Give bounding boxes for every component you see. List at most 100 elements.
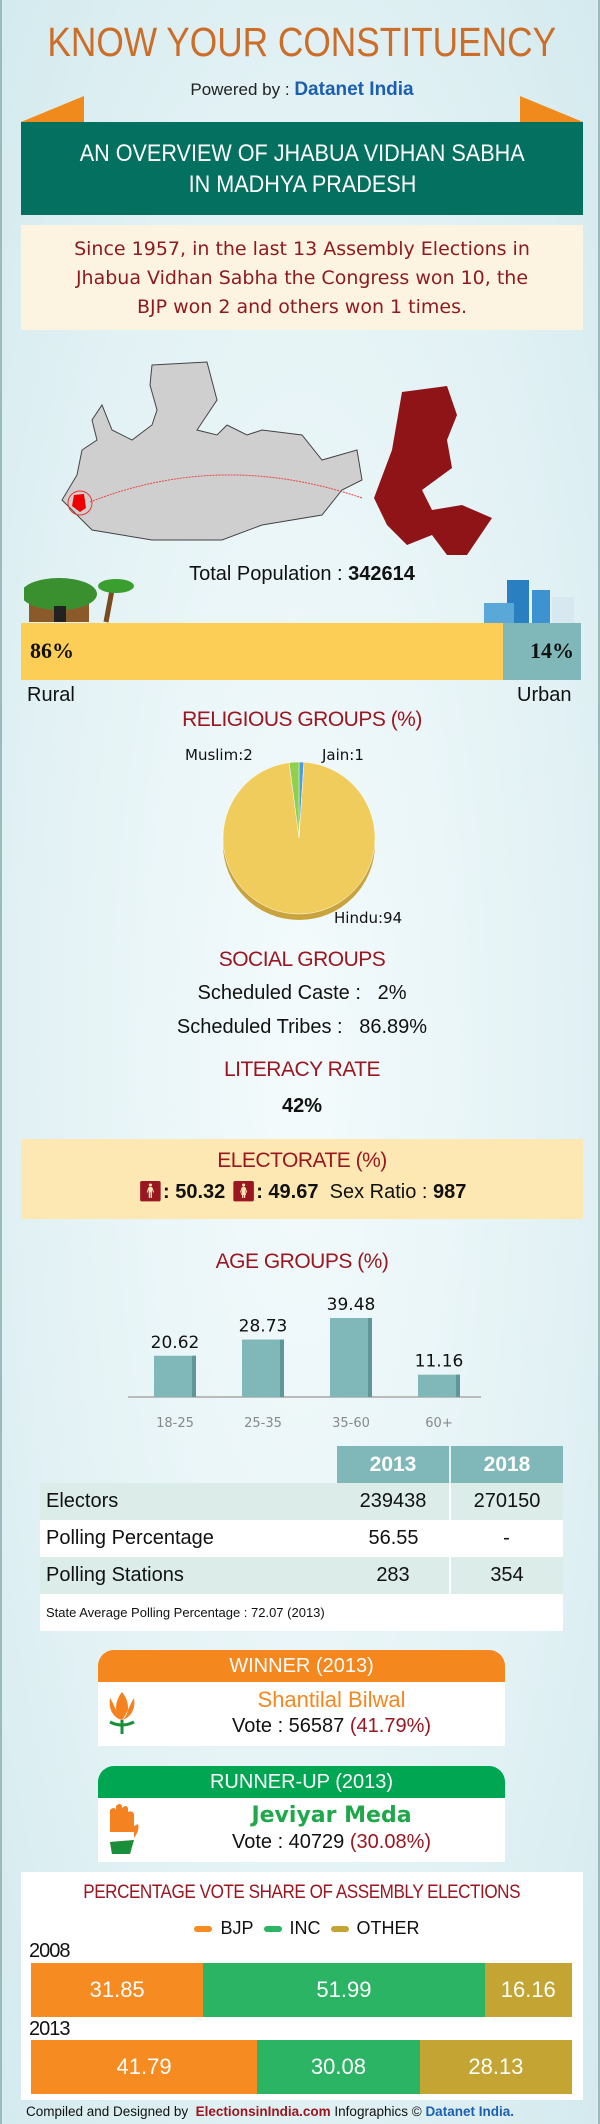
section-title: RELIGIOUS GROUPS — [182, 708, 386, 731]
age-bar-value: 11.16 — [415, 1352, 464, 1372]
age-bar-edge — [456, 1374, 460, 1397]
electorate-row: 🚹︎: 50.32 🚺︎: 49.67 Sex Ratio : 987 — [21, 1179, 583, 1205]
section-title: ELECTORATE — [217, 1149, 351, 1172]
ribbon-fold-right — [520, 96, 583, 122]
legend-label: OTHER — [356, 1918, 420, 1938]
age-bar — [418, 1374, 460, 1397]
total-population: Total Population : 342614 — [2, 562, 600, 586]
state-average-note: State Average Polling Percentage : 72.07… — [46, 1605, 325, 1620]
table-note-row: State Average Polling Percentage : 72.07… — [40, 1594, 563, 1631]
table-header: 2013 2018 — [40, 1446, 563, 1483]
age-category-label: 18-25 — [156, 1416, 194, 1431]
urban-percent: 14% — [530, 638, 574, 663]
bar-segment-inc: 51.99 — [203, 1963, 485, 2017]
sex-ratio-value: 987 — [433, 1181, 467, 1203]
card-title: WINNER — [229, 1655, 311, 1677]
summary-line: BJP won 2 and others won 1 times. — [136, 296, 468, 318]
age-bar-edge — [280, 1339, 284, 1397]
election-stats-table: 2013 2018 Electors 239438 270150 Polling P… — [40, 1446, 563, 1631]
constituency-shape — [374, 386, 492, 555]
highlight-district — [72, 494, 86, 512]
card-year: (2013) — [315, 1655, 374, 1677]
table-row: Polling Percentage 56.55 - — [40, 1520, 563, 1557]
age-bar-value: 28.73 — [239, 1317, 288, 1337]
male-icon: 🚹︎ — [137, 1181, 163, 1203]
page-title: KNOW YOUR CONSTITUENCY — [2, 18, 600, 66]
runner-up-header: RUNNER-UP (2013) — [98, 1766, 505, 1798]
banner-line: IN MADHYA PRADESH — [188, 171, 416, 198]
table-row: Electors 239438 270150 — [40, 1483, 563, 1520]
sc-value: 2% — [377, 982, 407, 1004]
banner-line: AN OVERVIEW OF JHABUA VIDHAN SABHA — [79, 140, 525, 167]
stacked-bar: 41.79 30.08 28.13 — [31, 2040, 572, 2094]
cell: 283 — [337, 1557, 451, 1594]
powered-by: Powered by : Datanet India — [2, 79, 600, 101]
sex-ratio-label: Sex Ratio : — [329, 1181, 428, 1203]
powered-by-label: Powered by : — [190, 80, 290, 99]
winner-info: Shantilal Bilwal Vote : 56587 (41.79%) — [98, 1682, 505, 1739]
stacked-bar: 31.85 51.99 16.16 — [31, 1963, 572, 2017]
urban-buildings-icon — [484, 580, 574, 623]
bjp-lotus-icon — [109, 1692, 135, 1734]
state-map — [61, 361, 363, 541]
ribbon-fold-left — [21, 96, 84, 122]
winner-name: Shantilal Bilwal — [257, 1687, 406, 1712]
electorate-box: ELECTORATE (%) 🚹︎: 50.32 🚺︎: 49.67 Sex R… — [21, 1139, 583, 1219]
st-label: Scheduled Tribes : — [176, 1016, 343, 1038]
age-bar-edge — [192, 1355, 196, 1397]
summary-line: Since 1957, in the last 13 Assembly Elec… — [74, 238, 530, 260]
cell: 56.55 — [368, 1527, 419, 1549]
vote-share-title: PERCENTAGE VOTE SHARE OF ASSEMBLY ELECTI… — [21, 1881, 583, 1905]
runner-up-info: Jeviyar Meda Vote : 40729 (30.08%) — [98, 1798, 505, 1855]
age-bar-value: 39.48 — [327, 1295, 376, 1315]
urban-bar — [502, 623, 581, 680]
age-groups-title: AGE GROUPS (%) — [2, 1250, 600, 1274]
rural-hut-icon — [24, 578, 134, 623]
scheduled-caste: Scheduled Caste : 2% — [2, 981, 600, 1005]
row-label: Polling Stations — [46, 1564, 184, 1586]
urban-label: Urban — [517, 684, 572, 706]
year-label: 2013 — [29, 2018, 70, 2040]
age-bar — [330, 1318, 372, 1397]
overview-banner: AN OVERVIEW OF JHABUA VIDHAN SABHA IN MA… — [21, 122, 583, 215]
summary-line: Jhabua Vidhan Sabha the Congress won 10,… — [75, 267, 529, 289]
age-bar — [242, 1339, 284, 1397]
year-label: 2008 — [29, 1940, 70, 1962]
runner-up-vote: Vote : 40729 (30.08%) — [158, 1829, 505, 1855]
vote-percent: (41.79%) — [349, 1715, 432, 1737]
page-title-text: KNOW YOUR CONSTITUENCY — [47, 19, 557, 65]
legend-label: INC — [289, 1918, 321, 1938]
bar-segment-bjp: 41.79 — [31, 2040, 258, 2094]
vote-share-title-text: PERCENTAGE VOTE SHARE OF ASSEMBLY ELECTI… — [83, 1882, 521, 1903]
winner-header: WINNER (2013) — [98, 1650, 505, 1682]
constituency-map — [61, 361, 492, 555]
age-category-label: 35-60 — [332, 1416, 370, 1431]
winner-card: WINNER (2013) Shantilal Bilwal Vote : 56… — [98, 1650, 505, 1746]
age-category-label: 25-35 — [244, 1416, 282, 1431]
rural-percent: 86% — [30, 638, 74, 663]
unit-label: (%) — [390, 708, 423, 731]
population-label: Total Population : — [189, 563, 343, 585]
banner-line-2: IN MADHYA PRADESH — [21, 169, 583, 200]
election-summary: Since 1957, in the last 13 Assembly Elec… — [21, 225, 583, 330]
literacy-value: 42% — [281, 1095, 323, 1117]
age-bar — [154, 1355, 196, 1397]
pie-label-hindu: Hindu:94 — [334, 909, 402, 927]
section-title: AGE GROUPS — [215, 1250, 353, 1273]
card-year: (2013) — [335, 1771, 393, 1793]
pie-label-muslim: Muslim:2 — [185, 746, 253, 764]
rural-label: Rural — [27, 684, 75, 706]
cell: - — [503, 1527, 510, 1549]
runner-up-card: RUNNER-UP (2013) Jeviyar Meda Vote : 407… — [98, 1766, 505, 1862]
elections-in-india-logo: ElectionsinIndia.com — [195, 2104, 331, 2119]
bar-segment-inc: 30.08 — [257, 2040, 420, 2094]
female-icon: 🚺︎ — [230, 1181, 257, 1203]
vote-share-legend: BJP INC OTHER — [21, 1917, 583, 1939]
vote-percent: (30.08%) — [349, 1831, 432, 1853]
legend-swatch — [330, 1926, 349, 1933]
winner-body: Shantilal Bilwal Vote : 56587 (41.79%) — [98, 1682, 505, 1746]
congress-hand-icon — [110, 1804, 139, 1854]
age-category-label: 60+ — [425, 1416, 452, 1431]
table-row: Polling Stations 283 354 — [40, 1557, 563, 1594]
bar-segment-other: 28.13 — [419, 2040, 572, 2094]
